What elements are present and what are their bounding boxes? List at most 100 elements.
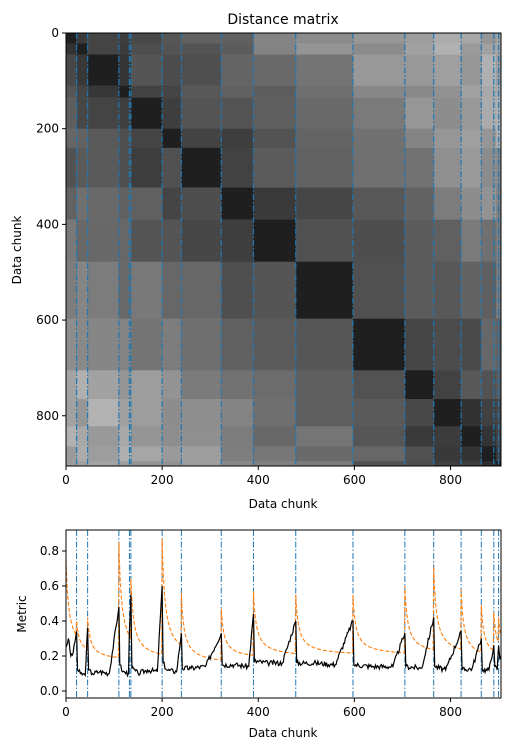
heatmap-cell [352, 54, 406, 86]
heatmap-diagonal-block [481, 446, 497, 462]
heatmap-cell [481, 219, 497, 262]
heatmap-cell [461, 128, 482, 149]
heatmap-cell [295, 219, 354, 262]
heatmap-cell [404, 43, 435, 55]
heatmap-cell [130, 446, 163, 462]
heatmap-diagonal-block [253, 219, 297, 262]
heatmap-cell [404, 446, 435, 462]
heatmap-cell [181, 97, 222, 129]
heatmap-cell [130, 187, 163, 220]
heatmap-cell [481, 461, 497, 467]
heatmap-cell [118, 33, 132, 44]
heatmap-cell [76, 461, 88, 467]
heatmap-cell [461, 446, 482, 462]
heatmap-cell [404, 147, 435, 188]
heatmap-cell [76, 54, 88, 86]
heatmap-cell [181, 461, 222, 467]
heatmap-title: Distance matrix [227, 12, 338, 28]
heatmap-cell [295, 370, 354, 400]
heatmap-cell [404, 318, 435, 371]
heatmap-cell [66, 97, 77, 129]
heatmap-cell [221, 399, 254, 427]
heatmap-cell [118, 97, 132, 129]
heatmap-cell [352, 128, 406, 149]
x-tick-label: 600 [343, 705, 366, 719]
heatmap-cell [87, 43, 120, 55]
heatmap-cell [461, 147, 482, 188]
heatmap-diagonal-block [221, 187, 254, 220]
heatmap-cell [253, 399, 297, 427]
heatmap-cell [295, 399, 354, 427]
heatmap-cell [87, 33, 120, 44]
heatmap-cell [181, 85, 222, 98]
heatmap-cell [221, 461, 254, 467]
heatmap-cell [481, 147, 497, 188]
heatmap-cell [461, 261, 482, 319]
x-tick-label: 600 [343, 473, 366, 487]
heatmap-cell [66, 261, 77, 319]
heatmap-cell [130, 147, 163, 188]
heatmap-cell [221, 219, 254, 262]
heatmap-cell [118, 461, 132, 467]
heatmap-cell [118, 399, 132, 427]
heatmap-cell [118, 187, 132, 220]
heatmap-cell [295, 54, 354, 86]
heatmap-cell [221, 446, 254, 462]
y-tick-label: 0.0 [40, 684, 59, 698]
heatmap-cell [130, 318, 163, 371]
heatmap-cell [130, 219, 163, 262]
x-tick-label: 200 [151, 473, 174, 487]
heatmap-cell [253, 318, 297, 371]
heatmap-cell [461, 33, 482, 44]
heatmap-cell [461, 318, 482, 371]
heatmap-cell [295, 187, 354, 220]
heatmap-cell [76, 446, 88, 462]
y-tick-label: 0.6 [40, 579, 59, 593]
heatmap-cell [181, 43, 222, 55]
heatmap-cell [162, 147, 182, 188]
heatmap-cell [404, 426, 435, 447]
heatmap-cell [118, 54, 132, 86]
heatmap-diagonal-block [87, 54, 120, 86]
metric-line [65, 585, 502, 678]
x-tick-label: 0 [62, 473, 70, 487]
heatmap-cell [130, 54, 163, 86]
heatmap-cell [404, 261, 435, 319]
heatmap-cell [162, 446, 182, 462]
heatmap-diagonal-block [461, 426, 482, 447]
heatmap-cell [118, 43, 132, 55]
heatmap-cell [130, 399, 163, 427]
heatmap-cell [404, 219, 435, 262]
heatmap-diagonal-block [295, 261, 354, 319]
heatmap-cell [481, 261, 497, 319]
heatmap-cell [66, 446, 77, 462]
heatmap-cell [352, 461, 406, 467]
heatmap-cell [433, 461, 462, 467]
y-tick-label: 0.8 [40, 544, 59, 558]
heatmap-cell [253, 85, 297, 98]
heatmap-cell [181, 54, 222, 86]
threshold-line [65, 538, 502, 661]
heatmap-cell [76, 97, 88, 129]
heatmap-cell [87, 399, 120, 427]
heatmap-cell [253, 461, 297, 467]
heatmap-cell [221, 97, 254, 129]
heatmap-y-axis-label: Data chunk [10, 216, 24, 285]
metric-x-ticks: 0 200 400 600 800 [62, 698, 462, 719]
heatmap-cell [130, 370, 163, 400]
heatmap-cell [66, 187, 77, 220]
heatmap-cell [130, 128, 163, 149]
heatmap-cell [461, 187, 482, 220]
heatmap-cell [481, 97, 497, 129]
heatmap-cell [162, 33, 182, 44]
heatmap-cell [461, 54, 482, 86]
heatmap-cell [181, 219, 222, 262]
heatmap-cell [352, 261, 406, 319]
heatmap-cell [87, 318, 120, 371]
y-tick-label: 800 [36, 409, 59, 423]
heatmap-image [66, 33, 502, 467]
heatmap-cell [295, 147, 354, 188]
heatmap-cell [253, 43, 297, 55]
heatmap-cell [221, 318, 254, 371]
